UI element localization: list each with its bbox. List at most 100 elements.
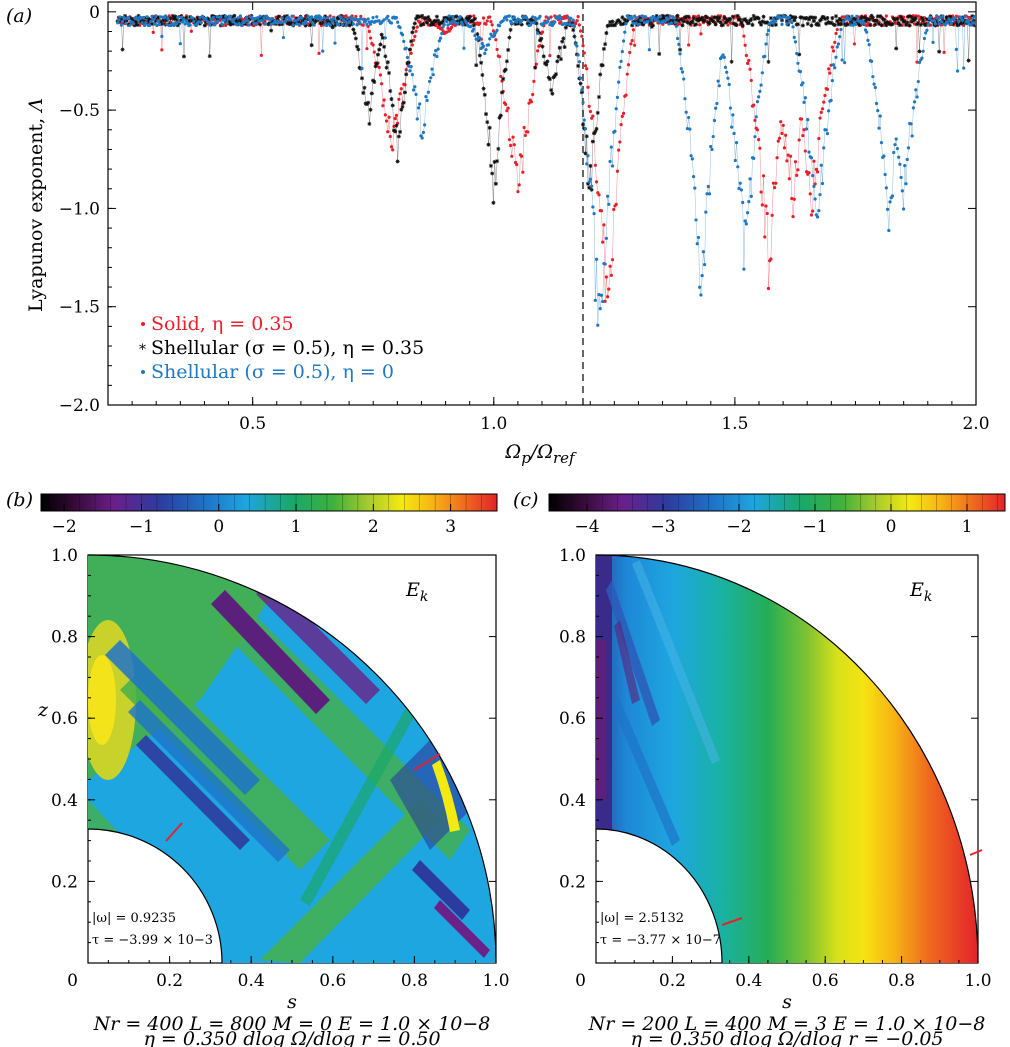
data-point [328, 23, 332, 27]
data-point [575, 19, 579, 23]
data-point [117, 18, 121, 22]
colorbar-tick-label: 3 [445, 517, 456, 537]
data-point [666, 17, 670, 21]
data-point [587, 180, 591, 184]
data-point [814, 167, 818, 171]
data-point [748, 67, 752, 71]
data-point [626, 63, 631, 67]
data-point [683, 97, 687, 101]
data-point [565, 22, 569, 26]
data-point [848, 19, 853, 24]
data-point [384, 119, 389, 123]
data-point [584, 134, 589, 139]
data-point [766, 59, 771, 64]
colorbar-tick-label: 1 [962, 517, 973, 537]
data-point [919, 16, 924, 21]
data-point [163, 14, 168, 18]
data-point [313, 19, 318, 24]
data-point [670, 18, 675, 23]
data-point [567, 22, 572, 27]
data-point [495, 47, 499, 52]
data-point [674, 24, 678, 28]
data-point [752, 156, 756, 160]
data-point [743, 43, 747, 47]
data-point [802, 128, 806, 132]
data-point [402, 90, 407, 95]
data-point [196, 17, 201, 22]
data-point [634, 21, 638, 25]
data-point [822, 100, 826, 104]
data-point [458, 15, 462, 19]
data-point [603, 42, 608, 47]
data-point [119, 17, 124, 22]
data-point [830, 45, 834, 49]
legend-marker [141, 370, 145, 374]
data-point [902, 19, 907, 24]
data-point [836, 22, 841, 27]
data-point [739, 20, 744, 25]
data-point [238, 14, 243, 18]
data-point [493, 181, 498, 186]
data-point [614, 202, 618, 206]
data-point [558, 57, 563, 62]
data-point [517, 18, 521, 22]
data-point [216, 19, 220, 23]
data-point [357, 21, 362, 25]
data-point [405, 61, 410, 66]
data-point [490, 171, 495, 176]
data-point [578, 29, 583, 33]
params-line2-c: η = 0.350 dlog Ω/dlog r = −0.05 [630, 1028, 943, 1047]
data-point [806, 117, 810, 122]
data-point [332, 16, 336, 20]
data-point [921, 49, 925, 53]
data-point [784, 133, 788, 137]
data-point [878, 14, 883, 19]
data-point [576, 63, 581, 68]
data-point [922, 22, 927, 27]
data-point [719, 23, 724, 28]
data-point [134, 19, 139, 24]
data-point [371, 43, 375, 47]
data-point [734, 23, 739, 28]
data-point [533, 65, 538, 70]
data-point [282, 14, 287, 19]
data-point [786, 153, 790, 157]
data-point [906, 146, 911, 150]
series-group [115, 13, 976, 327]
data-point [617, 20, 622, 25]
data-point [924, 31, 928, 35]
data-point [503, 67, 508, 72]
data-point [741, 200, 745, 205]
data-point [529, 100, 534, 104]
data-point [387, 70, 392, 75]
data-point [687, 115, 691, 120]
data-point [900, 17, 905, 22]
data-point [819, 17, 824, 22]
data-point [178, 42, 182, 46]
data-point [756, 16, 761, 21]
data-point [439, 36, 443, 40]
data-point [837, 16, 842, 21]
data-point [160, 48, 164, 52]
data-point [211, 15, 216, 19]
data-point [785, 22, 789, 26]
data-point [507, 35, 512, 40]
data-point [874, 18, 879, 23]
data-point [191, 16, 196, 21]
data-point [609, 145, 613, 149]
data-point [586, 85, 590, 89]
colorbar-tick-label: 0 [886, 517, 897, 537]
data-point [707, 21, 712, 26]
data-point [252, 22, 256, 26]
data-point [602, 223, 606, 227]
data-point [582, 118, 586, 122]
data-point [962, 66, 966, 70]
data-point [389, 97, 394, 102]
data-point [120, 47, 125, 52]
data-point [488, 15, 492, 19]
data-point [744, 18, 749, 23]
data-point [544, 62, 549, 67]
data-point [775, 156, 779, 160]
data-point [439, 21, 444, 26]
data-point [615, 18, 620, 23]
